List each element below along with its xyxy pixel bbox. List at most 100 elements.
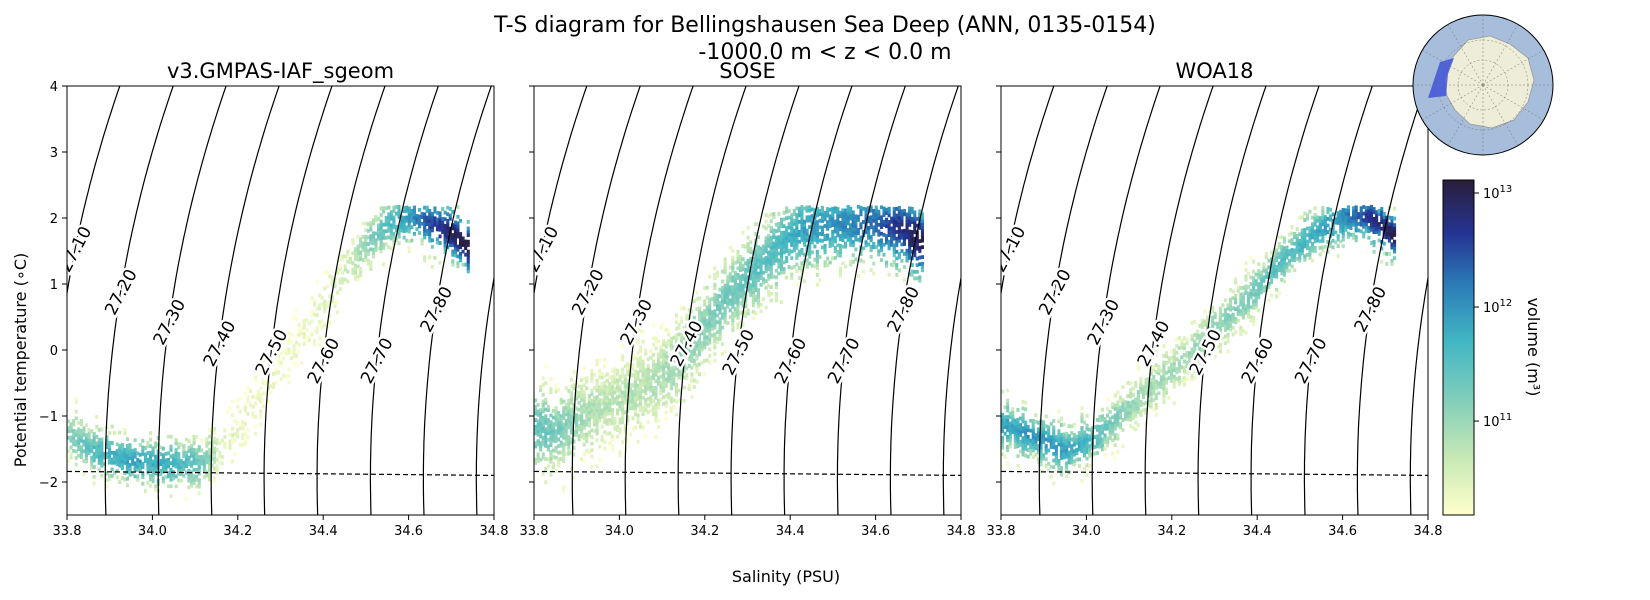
volume-cell <box>154 458 158 462</box>
volume-cell <box>1280 261 1284 266</box>
volume-cell <box>669 366 673 371</box>
volume-cell <box>803 226 807 231</box>
volume-cell <box>1211 348 1215 353</box>
volume-cell <box>92 435 96 440</box>
volume-cell <box>674 392 678 397</box>
volume-cell <box>1362 224 1366 229</box>
volume-cell <box>795 256 799 260</box>
volume-cell <box>1080 416 1084 420</box>
volume-cell <box>815 206 819 211</box>
volume-cell <box>585 422 589 427</box>
volume-cell <box>820 215 824 220</box>
volume-cell <box>864 227 868 231</box>
volume-cell <box>728 245 732 250</box>
volume-cell <box>808 245 812 249</box>
volume-cell <box>231 439 235 444</box>
volume-cell <box>1262 285 1266 290</box>
volume-cell <box>902 265 906 269</box>
volume-cell <box>587 420 591 425</box>
volume-cell <box>610 444 614 449</box>
volume-cell <box>872 232 876 236</box>
volume-cell <box>797 276 801 280</box>
volume-cell <box>1136 393 1140 398</box>
volume-cell <box>1106 420 1110 424</box>
volume-cell <box>598 368 602 373</box>
volume-cell <box>1118 415 1122 420</box>
volume-cell <box>595 382 599 386</box>
volume-cell <box>295 317 299 322</box>
volume-cell <box>910 207 914 211</box>
volume-cell <box>751 286 755 291</box>
volume-cell <box>764 226 768 231</box>
volume-heatmap <box>67 205 470 501</box>
volume-cell <box>546 404 550 409</box>
volume-cell <box>603 374 607 378</box>
volume-cell <box>636 416 640 421</box>
volume-cell <box>453 247 457 251</box>
volume-cell <box>1380 259 1384 264</box>
volume-cell <box>664 354 668 359</box>
volume-cell <box>1159 378 1163 383</box>
volume-cell <box>1177 375 1181 380</box>
volume-cell <box>1300 238 1304 243</box>
volume-cell <box>780 267 784 271</box>
volume-cell <box>631 396 635 401</box>
volume-cell <box>172 463 176 468</box>
density-contour-label: 27.30 <box>1084 296 1125 348</box>
volume-cell <box>651 412 655 417</box>
volume-cell <box>731 321 735 326</box>
volume-cell <box>613 380 617 385</box>
volume-cell <box>97 454 101 459</box>
volume-cell <box>600 415 604 419</box>
volume-cell <box>534 405 538 409</box>
volume-cell <box>177 458 181 463</box>
density-contour-label: 27.80 <box>1351 283 1392 335</box>
volume-cell <box>92 465 96 469</box>
volume-cell <box>1393 216 1397 221</box>
volume-cell <box>616 372 620 376</box>
volume-cell <box>1062 435 1066 440</box>
volume-cell <box>1280 264 1284 269</box>
volume-cell <box>1016 444 1020 449</box>
volume-cell <box>772 261 776 266</box>
x-tick-label: 34.0 <box>605 524 634 539</box>
volume-cell <box>562 488 566 493</box>
volume-cell <box>1285 252 1289 256</box>
volume-cell <box>264 381 268 386</box>
volume-cell <box>461 243 465 247</box>
volume-cell <box>118 480 122 484</box>
volume-cell <box>261 358 265 363</box>
volume-cell <box>644 348 648 353</box>
volume-cell <box>562 409 566 414</box>
volume-cell <box>1344 211 1348 216</box>
volume-cell <box>541 422 545 427</box>
volume-cell <box>721 292 725 297</box>
volume-cell <box>874 212 878 216</box>
volume-cell <box>1085 413 1089 418</box>
volume-cell <box>769 252 773 257</box>
volume-cell <box>564 452 568 456</box>
volume-cell <box>87 434 91 439</box>
volume-cell <box>669 343 673 348</box>
volume-cell <box>544 430 548 435</box>
volume-cell <box>728 288 732 293</box>
volume-cell <box>72 429 76 433</box>
volume-cell <box>1393 243 1397 247</box>
volume-cell <box>731 291 735 296</box>
x-tick-label: 34.2 <box>223 524 252 539</box>
volume-cell <box>831 220 835 224</box>
volume-cell <box>1008 411 1012 416</box>
volume-cell <box>407 239 411 244</box>
volume-cell <box>1369 211 1373 216</box>
volume-cell <box>605 395 609 400</box>
volume-cell <box>246 428 250 433</box>
volume-cell <box>1141 395 1145 400</box>
volume-cell <box>692 358 696 363</box>
volume-cell <box>603 446 607 451</box>
volume-cell <box>389 236 393 241</box>
volume-cell <box>849 213 853 218</box>
volume-cell <box>739 261 743 266</box>
volume-cell <box>1044 463 1048 468</box>
volume-cell <box>692 335 696 340</box>
